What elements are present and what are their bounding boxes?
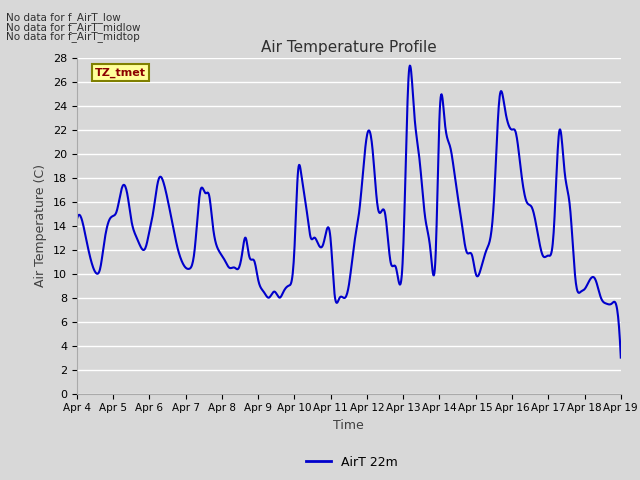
Text: No data for f_AirT_low: No data for f_AirT_low <box>6 12 121 23</box>
Text: No data for f_AirT_midtop: No data for f_AirT_midtop <box>6 31 140 42</box>
X-axis label: Time: Time <box>333 419 364 432</box>
Text: TZ_tmet: TZ_tmet <box>95 68 146 78</box>
Title: Air Temperature Profile: Air Temperature Profile <box>261 40 436 55</box>
Legend: AirT 22m: AirT 22m <box>301 451 403 474</box>
Y-axis label: Air Temperature (C): Air Temperature (C) <box>35 164 47 287</box>
Text: No data for f_AirT_midlow: No data for f_AirT_midlow <box>6 22 141 33</box>
